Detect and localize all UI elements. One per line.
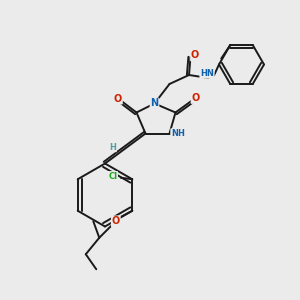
Text: O: O <box>112 216 120 226</box>
Text: HN: HN <box>200 69 214 78</box>
Text: O: O <box>191 50 199 61</box>
Text: Cl: Cl <box>108 172 117 181</box>
Text: NH: NH <box>171 129 185 138</box>
Text: H: H <box>109 142 116 152</box>
Text: O: O <box>191 93 200 103</box>
Text: O: O <box>114 94 122 104</box>
Text: N: N <box>150 98 159 109</box>
